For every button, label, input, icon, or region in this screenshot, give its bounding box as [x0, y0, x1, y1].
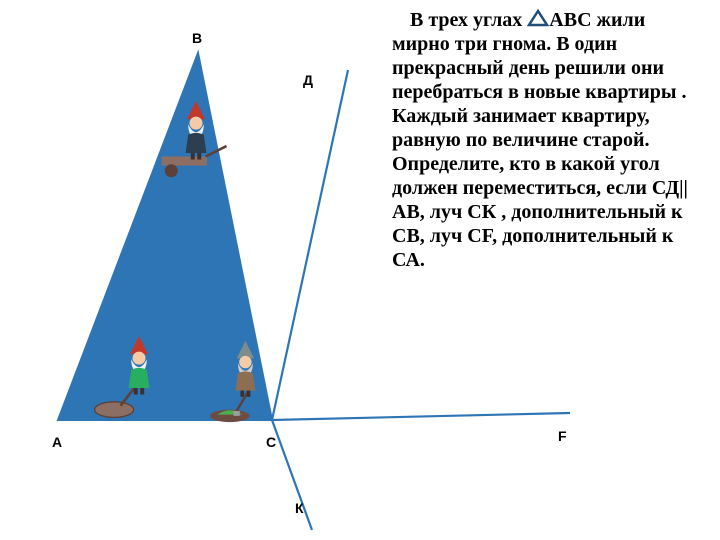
problem-text-part2: АВС жили мирно три гнома. В один прекрас… — [392, 9, 688, 271]
problem-text: В трех углах АВС жили мирно три гнома. В… — [392, 8, 702, 272]
problem-text-part1: В трех углах — [410, 9, 527, 31]
ray-ck — [272, 420, 312, 530]
label-vertex-a: А — [52, 434, 62, 450]
label-vertex-c: С — [266, 434, 276, 450]
page-root: А В С Д F К — [0, 0, 720, 540]
label-point-d: Д — [303, 72, 313, 88]
triangle-symbol-icon — [527, 9, 549, 27]
triangle-abc — [58, 53, 272, 420]
label-point-k: К — [295, 500, 304, 516]
label-vertex-b: В — [192, 30, 202, 46]
ray-cd — [272, 70, 348, 420]
ray-cf — [272, 413, 570, 420]
label-point-f: F — [558, 428, 567, 444]
